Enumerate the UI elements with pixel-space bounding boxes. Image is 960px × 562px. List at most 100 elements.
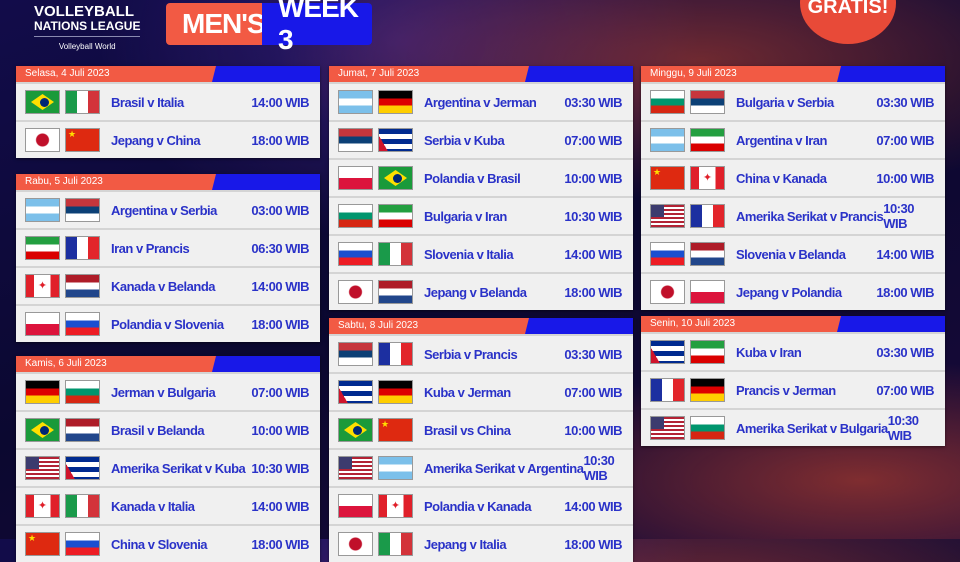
day-header: Rabu, 5 Juli 2023 — [16, 174, 320, 190]
match-row[interactable]: Amerika Serikat v Bulgaria 10:30 WIB — [641, 408, 945, 446]
usa-flag-icon — [650, 204, 685, 228]
match-row[interactable]: Amerika Serikat v Kuba 10:30 WIB — [16, 448, 320, 486]
match-row[interactable]: Bulgaria v Serbia 03:30 WIB — [641, 82, 945, 120]
match-row[interactable]: ★ Brasil vs China 10:00 WIB — [329, 410, 633, 448]
match-row[interactable]: ✦ Polandia v Kanada 14:00 WIB — [329, 486, 633, 524]
match-time: 18:00 WIB — [876, 284, 934, 300]
match-row[interactable]: ★ China v Slovenia 18:00 WIB — [16, 524, 320, 562]
match-row[interactable]: Brasil v Belanda 10:00 WIB — [16, 410, 320, 448]
poland-flag-icon — [338, 166, 373, 190]
usa-flag-icon — [650, 416, 685, 440]
match-name: Bulgaria v Serbia — [736, 94, 834, 110]
match-row[interactable]: Jepang v Polandia 18:00 WIB — [641, 272, 945, 310]
match-row[interactable]: Bulgaria v Iran 10:30 WIB — [329, 196, 633, 234]
poland-flag-icon — [690, 280, 725, 304]
netherlands-flag-icon — [65, 274, 100, 298]
match-name: Amerika Serikat v Kuba — [111, 460, 246, 476]
match-row[interactable]: Slovenia v Italia 14:00 WIB — [329, 234, 633, 272]
day-card: Kamis, 6 Juli 2023 Jerman v Bulgaria 07:00… — [16, 356, 320, 562]
match-name: Jepang v China — [111, 132, 201, 148]
match-row[interactable]: Argentina v Iran 07:00 WIB — [641, 120, 945, 158]
match-row[interactable]: Argentina v Jerman 03:30 WIB — [329, 82, 633, 120]
france-flag-icon — [378, 342, 413, 366]
day-card: Sabtu, 8 Juli 2023 Serbia v Prancis 03:30 … — [329, 318, 633, 562]
match-name: Kuba v Iran — [736, 344, 802, 360]
match-name: Polandia v Brasil — [424, 170, 521, 186]
netherlands-flag-icon — [378, 280, 413, 304]
slovenia-flag-icon — [338, 242, 373, 266]
slovenia-flag-icon — [650, 242, 685, 266]
match-row[interactable]: ✦ Kanada v Italia 14:00 WIB — [16, 486, 320, 524]
match-name: Amerika Serikat v Bulgaria — [736, 420, 888, 436]
match-row[interactable]: Brasil v Italia 14:00 WIB — [16, 82, 320, 120]
match-row[interactable]: Jepang v Italia 18:00 WIB — [329, 524, 633, 562]
match-time: 18:00 WIB — [251, 316, 309, 332]
match-row[interactable]: Serbia v Prancis 03:30 WIB — [329, 334, 633, 372]
match-row[interactable]: Jerman v Bulgaria 07:00 WIB — [16, 372, 320, 410]
match-name: Slovenia v Belanda — [736, 246, 846, 262]
match-time: 07:00 WIB — [876, 382, 934, 398]
match-time: 06:30 WIB — [251, 240, 309, 256]
match-name: Polandia v Kanada — [424, 498, 532, 514]
match-time: 07:00 WIB — [564, 132, 622, 148]
promo-sticker: GRATIS! — [800, 0, 896, 44]
match-name: Bulgaria v Iran — [424, 208, 507, 224]
match-row[interactable]: Polandia v Slovenia 18:00 WIB — [16, 304, 320, 342]
match-name: Polandia v Slovenia — [111, 316, 224, 332]
match-row[interactable]: Polandia v Brasil 10:00 WIB — [329, 158, 633, 196]
match-row[interactable]: Kuba v Iran 03:30 WIB — [641, 332, 945, 370]
cuba-flag-icon — [650, 340, 685, 364]
canada-flag-icon: ✦ — [378, 494, 413, 518]
match-row[interactable]: Prancis v Jerman 07:00 WIB — [641, 370, 945, 408]
day-label: Minggu, 9 Juli 2023 — [650, 68, 737, 79]
argentina-flag-icon — [338, 90, 373, 114]
match-name: Kanada v Italia — [111, 498, 195, 514]
match-row[interactable]: ✦ Kanada v Belanda 14:00 WIB — [16, 266, 320, 304]
match-row[interactable]: Jepang v Belanda 18:00 WIB — [329, 272, 633, 310]
match-row[interactable]: Slovenia v Belanda 14:00 WIB — [641, 234, 945, 272]
match-row[interactable]: ★ Jepang v China 18:00 WIB — [16, 120, 320, 158]
brand-line1: VOLLEYBALL — [34, 3, 134, 20]
serbia-flag-icon — [65, 198, 100, 222]
poland-flag-icon — [25, 312, 60, 336]
match-row[interactable]: Amerika Serikat v Argentina 10:30 WIB — [329, 448, 633, 486]
match-time: 03:30 WIB — [564, 94, 622, 110]
iran-flag-icon — [25, 236, 60, 260]
match-row[interactable]: Kuba v Jerman 07:00 WIB — [329, 372, 633, 410]
match-time: 07:00 WIB — [876, 132, 934, 148]
match-row[interactable]: Iran v Prancis 06:30 WIB — [16, 228, 320, 266]
day-card: Jumat, 7 Juli 2023 Argentina v Jerman 03:3… — [329, 66, 633, 310]
france-flag-icon — [690, 204, 725, 228]
day-label: Sabtu, 8 Juli 2023 — [338, 320, 419, 331]
brand-sub: Volleyball World — [58, 42, 116, 51]
vnl-logo: VOLLEYBALL NATIONS LEAGUE Volleyball Wor… — [34, 3, 141, 54]
match-name: Brasil v Italia — [111, 94, 184, 110]
day-label: Selasa, 4 Juli 2023 — [25, 68, 110, 79]
brazil-flag-icon — [25, 90, 60, 114]
match-time: 18:00 WIB — [564, 284, 622, 300]
match-time: 10:30 WIB — [583, 453, 615, 483]
day-header: Kamis, 6 Juli 2023 — [16, 356, 320, 372]
match-name: Slovenia v Italia — [424, 246, 514, 262]
match-time: 10:30 WIB — [251, 460, 309, 476]
cuba-flag-icon — [338, 380, 373, 404]
match-name: Kanada v Belanda — [111, 278, 216, 294]
bulgaria-flag-icon — [65, 380, 100, 404]
brazil-flag-icon — [25, 418, 60, 442]
badge-week: WEEK 3 — [262, 0, 372, 55]
iran-flag-icon — [378, 204, 413, 228]
day-header: Sabtu, 8 Juli 2023 — [329, 318, 633, 334]
match-name: Serbia v Prancis — [424, 346, 518, 362]
match-row[interactable]: Argentina v Serbia 03:00 WIB — [16, 190, 320, 228]
match-row[interactable]: ★ ✦ China v Kanada 10:00 WIB — [641, 158, 945, 196]
match-row[interactable]: Serbia v Kuba 07:00 WIB — [329, 120, 633, 158]
match-time: 14:00 WIB — [564, 498, 622, 514]
match-row[interactable]: Amerika Serikat v Prancis 10:30 WIB — [641, 196, 945, 234]
day-card: Senin, 10 Juli 2023 Kuba v Iran 03:30 WIB P… — [641, 316, 945, 446]
china-flag-icon: ★ — [650, 166, 685, 190]
day-label: Rabu, 5 Juli 2023 — [25, 176, 103, 187]
italy-flag-icon — [378, 242, 413, 266]
iran-flag-icon — [690, 128, 725, 152]
match-time: 10:00 WIB — [564, 170, 622, 186]
match-name: Prancis v Jerman — [736, 382, 836, 398]
